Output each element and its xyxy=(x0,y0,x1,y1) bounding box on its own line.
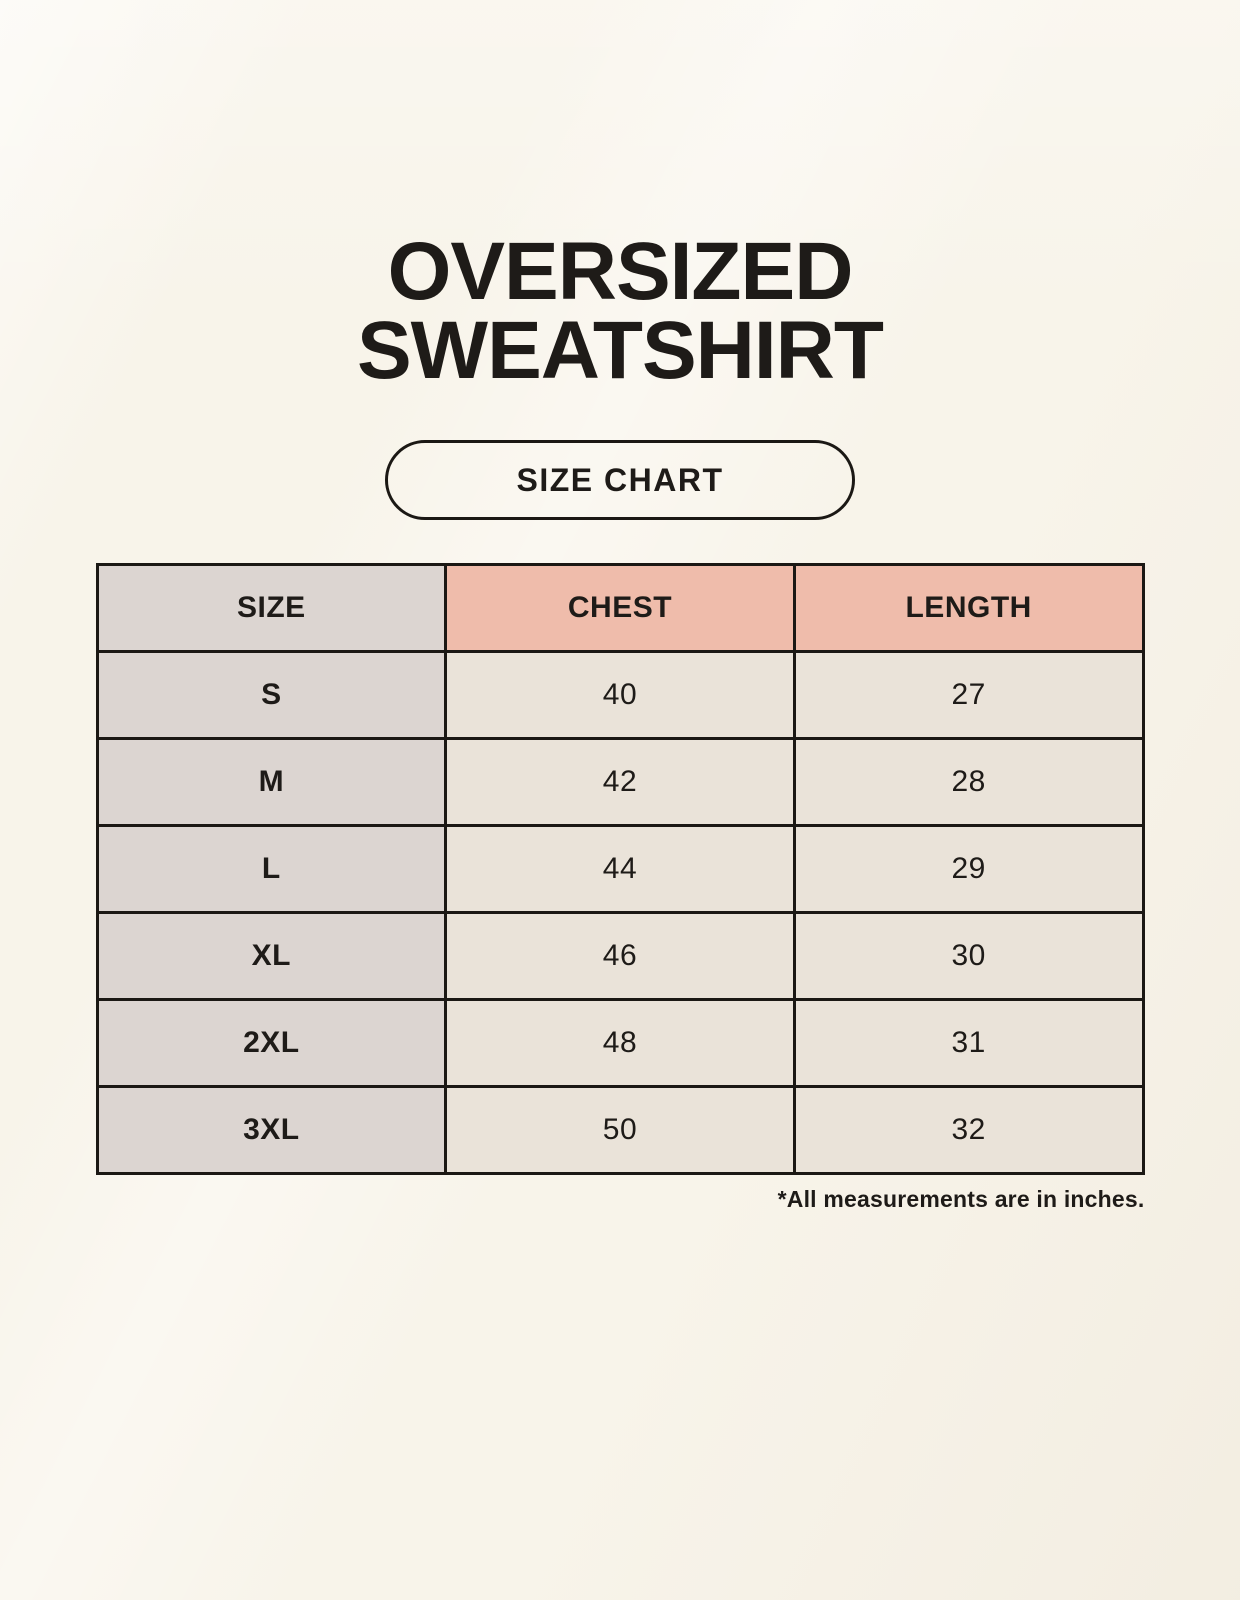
table-row-l: L 44 29 xyxy=(95,824,1145,915)
size-chart-badge: SIZE CHART xyxy=(385,440,855,521)
table-header-row: SIZE CHEST LENGTH xyxy=(95,563,1145,654)
column-header-length: LENGTH xyxy=(792,563,1145,654)
size-chart-badge-label: SIZE CHART xyxy=(516,461,724,498)
column-header-size: SIZE xyxy=(95,563,448,654)
page-title: OVERSIZED SWEATSHIRT xyxy=(0,226,1240,396)
size-table-container: SIZE CHEST LENGTH S 40 27 M 42 28 L xyxy=(95,563,1145,1213)
length-value-cell: 30 xyxy=(792,911,1145,1002)
chest-value-cell: 46 xyxy=(444,911,796,1002)
table-row-m: M 42 28 xyxy=(95,737,1145,828)
chest-value-cell: 42 xyxy=(444,737,796,828)
size-chart-table: SIZE CHEST LENGTH S 40 27 M 42 28 L xyxy=(95,563,1145,1176)
page-title-line2: SWEATSHIRT xyxy=(356,304,884,396)
table-row-3xl: 3XL 50 32 xyxy=(95,1085,1145,1176)
table-row-s: S 40 27 xyxy=(95,650,1145,741)
size-label-cell: L xyxy=(95,824,448,915)
length-value-cell: 27 xyxy=(792,650,1145,741)
chest-value-cell: 48 xyxy=(444,998,796,1089)
table-row-xl: XL 46 30 xyxy=(95,911,1145,1002)
size-label-cell: M xyxy=(95,737,448,828)
length-value-cell: 32 xyxy=(792,1085,1145,1176)
length-value-cell: 28 xyxy=(792,737,1145,828)
column-header-chest: CHEST xyxy=(444,563,796,654)
chest-value-cell: 44 xyxy=(444,824,796,915)
chest-value-cell: 50 xyxy=(444,1085,796,1176)
length-value-cell: 29 xyxy=(792,824,1145,915)
size-label-cell: S xyxy=(95,650,448,741)
page-title-line1: OVERSIZED xyxy=(387,226,854,317)
size-label-cell: 2XL xyxy=(95,998,448,1089)
measurements-footnote: *All measurements are in inches. xyxy=(777,1186,1145,1213)
size-label-cell: 3XL xyxy=(95,1085,448,1176)
length-value-cell: 31 xyxy=(792,998,1145,1089)
table-row-2xl: 2XL 48 31 xyxy=(95,998,1145,1089)
size-label-cell: XL xyxy=(95,911,448,1002)
chest-value-cell: 40 xyxy=(444,650,796,741)
